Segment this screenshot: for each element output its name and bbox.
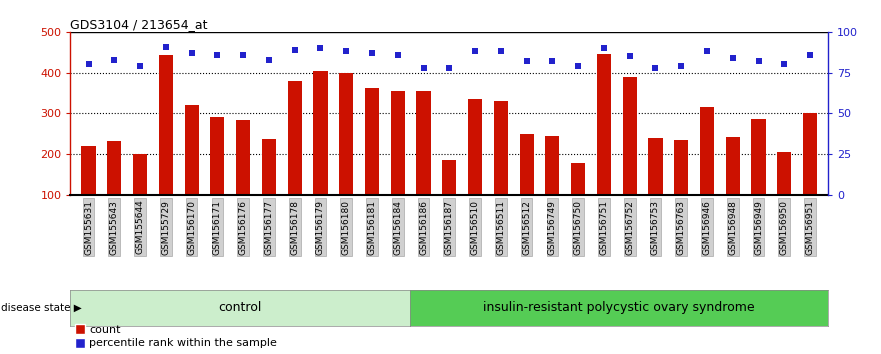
Bar <box>262 139 276 195</box>
Point <box>442 65 456 70</box>
Text: GSM156948: GSM156948 <box>729 200 737 255</box>
Bar <box>390 91 405 195</box>
Bar <box>211 116 225 195</box>
Bar <box>623 77 637 195</box>
Point <box>236 52 250 57</box>
Bar <box>545 137 559 195</box>
Bar <box>468 99 482 195</box>
Bar <box>571 163 585 195</box>
Text: GSM156181: GSM156181 <box>367 200 376 255</box>
Point <box>390 52 404 57</box>
Point <box>571 63 585 69</box>
Point <box>545 58 559 64</box>
Point <box>700 48 714 54</box>
Bar <box>365 88 379 195</box>
Text: GSM156170: GSM156170 <box>187 200 196 255</box>
Point <box>262 57 276 62</box>
Text: GSM156753: GSM156753 <box>651 200 660 255</box>
Text: GSM156751: GSM156751 <box>599 200 609 255</box>
Bar <box>803 113 818 195</box>
Bar <box>520 133 534 195</box>
Point <box>623 53 637 59</box>
Text: GSM156752: GSM156752 <box>626 200 634 255</box>
Point <box>107 57 122 62</box>
Text: GSM155644: GSM155644 <box>136 200 144 255</box>
Bar <box>236 120 250 195</box>
Text: GSM156186: GSM156186 <box>419 200 428 255</box>
Text: GSM155631: GSM155631 <box>84 200 93 255</box>
Point <box>365 50 379 56</box>
Text: GSM156178: GSM156178 <box>290 200 300 255</box>
Bar <box>107 141 122 195</box>
Point <box>417 65 431 70</box>
Text: GSM156176: GSM156176 <box>239 200 248 255</box>
Bar <box>493 101 508 195</box>
Text: GSM156946: GSM156946 <box>702 200 712 255</box>
Text: GSM155729: GSM155729 <box>161 200 170 255</box>
Text: GSM156179: GSM156179 <box>316 200 325 255</box>
Text: disease state ▶: disease state ▶ <box>1 303 82 313</box>
Text: GSM156184: GSM156184 <box>393 200 403 255</box>
Point <box>184 50 198 56</box>
Text: GSM156763: GSM156763 <box>677 200 685 255</box>
Point <box>648 65 663 70</box>
Text: control: control <box>218 302 262 314</box>
Text: GSM156951: GSM156951 <box>805 200 815 255</box>
Point <box>133 63 147 69</box>
Bar <box>700 107 714 195</box>
Bar <box>417 91 431 195</box>
Point <box>81 62 95 67</box>
Bar <box>648 138 663 195</box>
Text: GSM156749: GSM156749 <box>548 200 557 255</box>
Point <box>520 58 534 64</box>
Text: GSM155643: GSM155643 <box>110 200 119 255</box>
Text: GSM156510: GSM156510 <box>470 200 479 255</box>
Text: GSM156512: GSM156512 <box>522 200 531 255</box>
Text: GSM156950: GSM156950 <box>780 200 788 255</box>
Bar <box>751 119 766 195</box>
Bar <box>726 137 740 195</box>
Text: GSM156511: GSM156511 <box>496 200 506 255</box>
Point <box>803 52 818 57</box>
Legend: count, percentile rank within the sample: count, percentile rank within the sample <box>76 325 278 348</box>
Bar <box>159 56 173 195</box>
Point <box>211 52 225 57</box>
Bar <box>81 146 96 195</box>
Point <box>339 48 353 54</box>
Bar <box>777 152 791 195</box>
Text: GDS3104 / 213654_at: GDS3104 / 213654_at <box>70 18 208 31</box>
Bar <box>184 105 199 195</box>
Point <box>314 45 328 51</box>
Bar <box>442 160 456 195</box>
Point <box>494 48 508 54</box>
Text: GSM156180: GSM156180 <box>342 200 351 255</box>
Bar <box>339 73 353 195</box>
Text: GSM156177: GSM156177 <box>264 200 273 255</box>
Point <box>287 47 301 53</box>
Point <box>674 63 688 69</box>
Text: GSM156750: GSM156750 <box>574 200 582 255</box>
Bar <box>287 81 302 195</box>
Bar <box>314 70 328 195</box>
Point <box>726 55 740 61</box>
Text: GSM156949: GSM156949 <box>754 200 763 255</box>
Text: GSM156171: GSM156171 <box>213 200 222 255</box>
Bar <box>674 140 688 195</box>
Bar <box>596 54 611 195</box>
Bar <box>133 154 147 195</box>
Point <box>597 45 611 51</box>
Text: insulin-resistant polycystic ovary syndrome: insulin-resistant polycystic ovary syndr… <box>484 302 755 314</box>
Point <box>777 62 791 67</box>
Point <box>468 48 482 54</box>
Text: GSM156187: GSM156187 <box>445 200 454 255</box>
Point <box>159 44 173 49</box>
Point <box>751 58 766 64</box>
